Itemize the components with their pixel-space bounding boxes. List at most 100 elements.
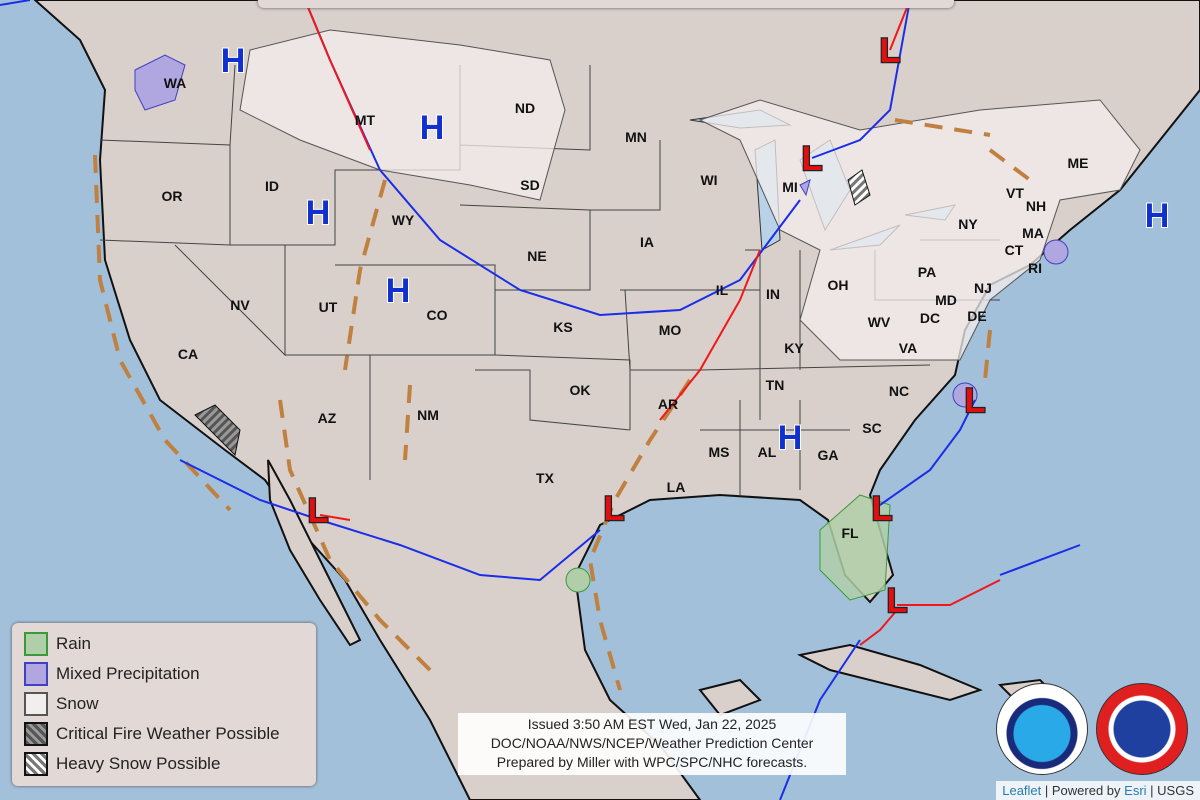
state-label-md: MD [935, 292, 957, 308]
state-label-pa: PA [918, 264, 936, 280]
state-label-ia: IA [640, 234, 654, 250]
high-pressure-center: H [1145, 197, 1170, 235]
state-label-ri: RI [1028, 260, 1042, 276]
state-label-ut: UT [319, 299, 338, 315]
state-label-ks: KS [553, 319, 572, 335]
state-label-al: AL [758, 444, 777, 460]
noaa-logo[interactable] [996, 683, 1088, 775]
state-label-tx: TX [536, 470, 555, 486]
top-panel [258, 0, 954, 8]
forecaster: Prepared by Miller with WPC/SPC/NHC fore… [496, 754, 808, 770]
issued-time: Issued 3:50 AM EST Wed, Jan 22, 2025 [527, 716, 777, 732]
state-label-fl: FL [841, 525, 859, 541]
legend-item-fire: Critical Fire Weather Possible [24, 719, 316, 749]
state-label-oh: OH [828, 277, 849, 293]
leaflet-link[interactable]: Leaflet [1002, 783, 1042, 798]
snow-area-north [239, 29, 566, 201]
state-label-sd: SD [520, 177, 539, 193]
mixed-precip-nc [952, 382, 978, 408]
nws-logo[interactable] [1096, 683, 1188, 775]
state-label-or: OR [162, 188, 183, 204]
state-label-wi: WI [700, 172, 717, 188]
state-label-ga: GA [818, 447, 839, 463]
rain-area-tx [565, 567, 591, 593]
attr-text: | Powered by [1041, 783, 1125, 798]
high-pressure-center: H [778, 419, 803, 457]
state-label-ky: KY [784, 340, 804, 356]
precip-areas [134, 29, 1141, 601]
legend-item-snow: Snow [24, 689, 316, 719]
attribution: Leaflet | Powered by Esri | USGS [996, 781, 1200, 800]
state-label-ny: NY [958, 216, 978, 232]
legend-item-heavy-snow: Heavy Snow Possible [24, 749, 316, 779]
heavy-snow-area [847, 169, 871, 206]
state-label-co: CO [427, 307, 448, 323]
state-label-nm: NM [417, 407, 439, 423]
legend: Rain Mixed Precipitation Snow Critical F… [12, 623, 316, 786]
snow-swatch [24, 692, 48, 716]
state-label-de: DE [967, 308, 986, 324]
mixed-precip-mi [799, 179, 811, 197]
state-label-wa: WA [164, 75, 187, 91]
attr-text: | USGS [1146, 783, 1194, 798]
high-pressure-center: H [386, 272, 411, 310]
state-label-me: ME [1068, 155, 1089, 171]
high-pressure-center: H [420, 109, 445, 147]
state-label-mt: MT [355, 112, 376, 128]
state-label-nd: ND [515, 100, 535, 116]
state-label-ok: OK [570, 382, 591, 398]
low-pressure-center: L [887, 582, 908, 620]
low-pressure-center: L [880, 32, 901, 70]
high-pressure-center: H [221, 42, 246, 80]
pressure-centers: H H H H H H L L L L L L L [220, 31, 1171, 622]
state-label-nh: NH [1026, 198, 1046, 214]
state-label-vt: VT [1006, 185, 1024, 201]
mixed-swatch [24, 662, 48, 686]
state-label-nc: NC [889, 383, 909, 399]
state-label-va: VA [899, 340, 917, 356]
fire-swatch [24, 722, 48, 746]
esri-link[interactable]: Esri [1124, 783, 1147, 798]
legend-label: Snow [56, 694, 99, 713]
rain-swatch [24, 632, 48, 656]
low-pressure-center: L [872, 490, 893, 528]
state-label-tn: TN [766, 377, 785, 393]
state-label-ma: MA [1022, 225, 1044, 241]
state-label-in: IN [766, 286, 780, 302]
state-label-la: LA [667, 479, 686, 495]
legend-label: Mixed Precipitation [56, 664, 200, 683]
state-label-ct: CT [1005, 242, 1024, 258]
state-label-sc: SC [862, 420, 881, 436]
rain-area-fl [819, 494, 891, 601]
legend-item-rain: Rain [24, 629, 316, 659]
state-label-wy: WY [392, 212, 415, 228]
legend-label: Critical Fire Weather Possible [56, 724, 280, 743]
snow-area-east [698, 99, 1141, 361]
state-label-az: AZ [318, 410, 337, 426]
warm-fronts [304, 0, 1001, 646]
state-label-ca: CA [178, 346, 198, 362]
state-label-mi: MI [782, 179, 798, 195]
legend-label: Rain [56, 634, 91, 653]
issuing-office: DOC/NOAA/NWS/NCEP/Weather Prediction Cen… [490, 735, 814, 751]
fire-weather-area [194, 404, 241, 457]
issued-info: Issued 3:50 AM EST Wed, Jan 22, 2025 DOC… [458, 713, 846, 775]
state-label-mo: MO [659, 322, 682, 338]
state-label-nv: NV [230, 297, 250, 313]
legend-label: Heavy Snow Possible [56, 754, 221, 773]
legend-item-mixed: Mixed Precipitation [24, 659, 316, 689]
state-label-dc: DC [920, 310, 940, 326]
state-label-wv: WV [868, 314, 891, 330]
state-label-id: ID [265, 178, 279, 194]
mixed-precip-wa [134, 54, 186, 111]
state-label-ar: AR [658, 396, 678, 412]
state-label-ne: NE [527, 248, 546, 264]
state-label-mn: MN [625, 129, 647, 145]
high-pressure-center: H [306, 194, 331, 232]
state-labels: WA OR ID MT WY ND SD NE MN WI MI IA IL IN OH NV UT CO KS MO… [162, 75, 1089, 541]
state-label-il: IL [716, 282, 729, 298]
state-label-ms: MS [709, 444, 730, 460]
low-pressure-center: L [604, 490, 625, 528]
low-pressure-center: L [802, 140, 823, 178]
